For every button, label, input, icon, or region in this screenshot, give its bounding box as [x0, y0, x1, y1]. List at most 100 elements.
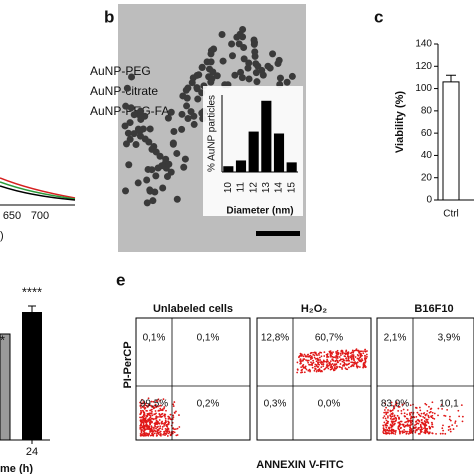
- event-dot: [332, 351, 334, 354]
- event-dot: [143, 426, 146, 429]
- event-dot: [397, 410, 400, 412]
- event-dot: [340, 366, 343, 369]
- nanoparticle: [187, 108, 195, 116]
- event-dot: [155, 422, 157, 425]
- event-dot: [154, 403, 157, 406]
- event-dot: [144, 402, 147, 405]
- event-dot: [451, 424, 454, 427]
- nanoparticle: [126, 135, 134, 143]
- event-dot: [355, 363, 358, 366]
- y-tick-label: 40: [421, 150, 433, 161]
- event-dot: [148, 427, 151, 429]
- nanoparticle: [194, 95, 202, 103]
- event-dot: [313, 356, 316, 359]
- event-dot: [402, 423, 405, 426]
- quadrant-percent: 0,2%: [197, 399, 220, 410]
- event-dot: [361, 359, 364, 362]
- event-dot: [393, 405, 396, 408]
- event-dot: [388, 432, 391, 435]
- event-dot: [400, 412, 403, 415]
- annotation: *: [0, 332, 5, 347]
- event-dot: [425, 421, 427, 424]
- bar: [442, 81, 460, 201]
- event-dot: [139, 404, 142, 407]
- quadrant-percent: 0,3%: [264, 399, 287, 410]
- event-dot: [385, 413, 388, 416]
- nanoparticle: [193, 71, 201, 79]
- event-dot: [307, 355, 310, 358]
- event-dot: [315, 357, 318, 360]
- event-dot: [172, 416, 175, 419]
- axis-label: PI-PerCP: [122, 341, 134, 388]
- event-dot: [140, 402, 143, 405]
- event-dot: [399, 432, 401, 435]
- event-dot: [172, 403, 175, 406]
- event-dot: [414, 431, 417, 434]
- event-dot: [148, 412, 151, 415]
- event-dot: [335, 351, 337, 353]
- event-dot: [382, 431, 384, 433]
- event-dot: [387, 416, 389, 419]
- event-dot: [149, 409, 151, 412]
- event-dot: [391, 431, 394, 434]
- nanoparticle: [269, 50, 277, 58]
- event-dot: [141, 398, 143, 401]
- nanoparticle: [167, 108, 175, 116]
- event-dot: [431, 426, 434, 428]
- event-dot: [416, 419, 419, 421]
- event-dot: [139, 401, 142, 404]
- event-dot: [361, 358, 363, 360]
- event-dot: [317, 359, 320, 361]
- event-dot: [150, 417, 153, 420]
- event-dot: [146, 425, 149, 428]
- event-dot: [392, 418, 395, 421]
- nanoparticle: [228, 40, 236, 48]
- event-dot: [401, 423, 404, 426]
- bar: [261, 100, 272, 172]
- event-dot: [415, 420, 418, 423]
- event-dot: [364, 366, 367, 368]
- event-dot: [307, 361, 310, 364]
- event-dot: [333, 369, 336, 372]
- event-dot: [296, 368, 299, 371]
- event-dot: [428, 405, 430, 408]
- nanoparticle: [122, 102, 130, 110]
- event-dot: [155, 419, 158, 422]
- event-dot: [428, 426, 431, 429]
- annotation: ****: [22, 284, 42, 299]
- event-dot: [316, 354, 318, 357]
- event-dot: [398, 422, 401, 425]
- event-dot: [143, 432, 145, 434]
- event-dot: [163, 406, 166, 408]
- event-dot: [409, 413, 412, 416]
- event-dot: [150, 400, 153, 403]
- event-dot: [164, 415, 166, 418]
- event-dot: [421, 422, 424, 425]
- event-dot: [420, 412, 423, 415]
- x-tick-label: 15: [286, 182, 297, 194]
- nanoparticle: [253, 78, 261, 86]
- event-dot: [391, 415, 394, 418]
- nanoparticle: [237, 68, 245, 76]
- event-dot: [426, 427, 429, 430]
- event-dot: [164, 429, 167, 432]
- event-dot: [415, 423, 418, 426]
- panel-label: c: [374, 7, 383, 26]
- nanoparticle: [207, 58, 215, 66]
- event-dot: [154, 417, 157, 420]
- event-dot: [431, 401, 434, 404]
- event-dot: [449, 419, 452, 422]
- event-dot: [155, 400, 158, 402]
- event-dot: [347, 357, 350, 360]
- nanoparticle: [235, 40, 243, 48]
- event-dot: [153, 432, 156, 435]
- event-dot: [328, 362, 331, 365]
- y-tick-label: 80: [421, 105, 433, 116]
- event-dot: [398, 405, 401, 408]
- event-dot: [310, 361, 312, 364]
- event-dot: [362, 366, 365, 369]
- event-dot: [167, 422, 170, 425]
- event-dot: [143, 406, 145, 409]
- event-dot: [400, 409, 403, 412]
- event-dot: [157, 409, 160, 412]
